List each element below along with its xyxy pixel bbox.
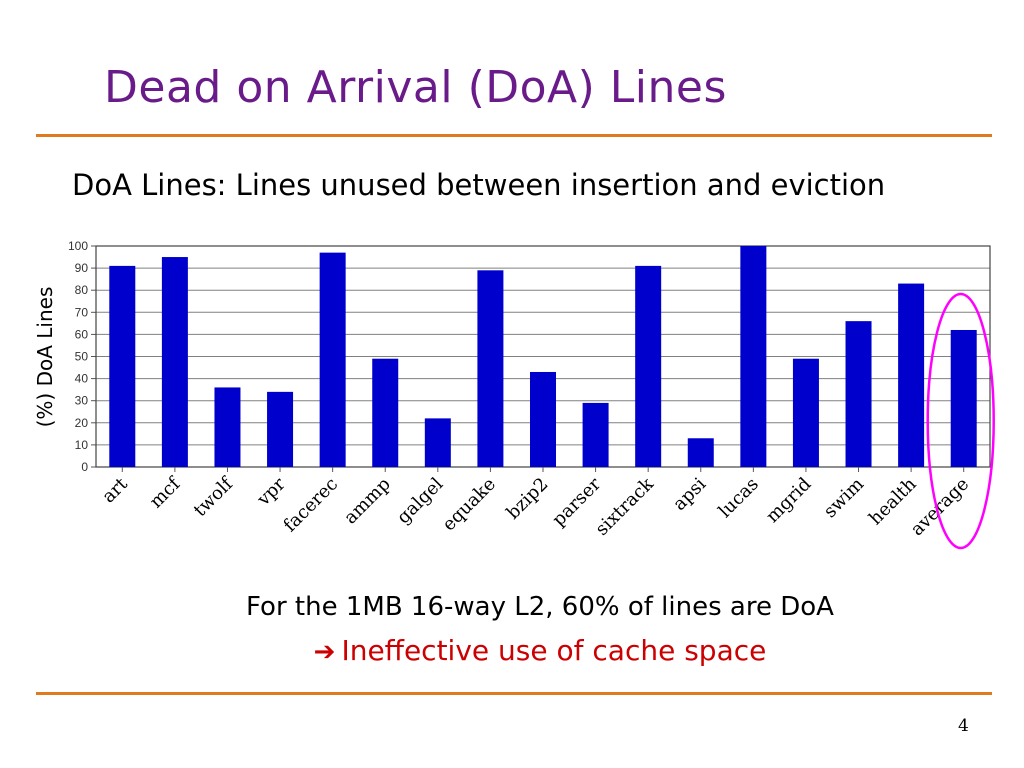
y-tick-label: 60 [75,327,89,341]
y-tick-label: 10 [75,438,89,452]
x-tick-label-mgrid: mgrid [762,474,815,527]
x-tick-label-facerec: facerec [280,474,343,537]
y-tick-label: 50 [75,350,89,364]
x-tick-label-twolf: twolf [190,473,238,521]
x-tick-label-average: average [907,474,974,541]
x-tick-label-swim: swim [820,474,868,522]
y-tick-label: 40 [75,372,89,386]
bar-bzip2 [530,371,556,467]
bottom-divider [36,692,992,695]
y-tick-label: 0 [81,460,88,474]
bar-health [898,283,925,467]
x-tick-label-ammp: ammp [340,474,395,529]
bar-art [109,265,136,467]
y-tick-label: 100 [68,239,88,253]
bar-equake [477,270,504,467]
bar-facerec [319,252,346,467]
x-tick-label-mcf: mcf [146,473,186,513]
x-tick-label-sixtrack: sixtrack [591,473,658,540]
x-tick-label-equake: equake [438,474,500,536]
bar-lucas [740,246,767,467]
x-tick-label-lucas: lucas [715,474,763,522]
bar-mgrid [792,358,819,467]
doa-bar-chart: 0 10 20 30 40 50 60 70 80 90 100 art mcf twolf vprface… [33,239,995,550]
bar-mcf [161,257,188,467]
y-tick-label: 90 [75,261,89,275]
bar-average [950,329,977,467]
x-tick-label-art: art [98,473,132,507]
x-tick-label-bzip2: bzip2 [503,474,553,524]
bar-vpr [267,391,294,467]
bar-galgel [424,418,451,467]
bar-sixtrack [635,265,662,467]
note-line-2: ➔ Ineffective use of cache space [0,634,1024,667]
bar-swim [845,321,872,467]
x-tick-label-vpr: vpr [253,473,290,510]
y-tick-label: 30 [75,394,89,408]
y-tick-label: 20 [75,416,89,430]
y-tick-label: 80 [75,283,89,297]
note-line-1: For the 1MB 16-way L2, 60% of lines are … [246,592,834,622]
bar-ammp [372,358,399,467]
top-divider [36,134,992,137]
bar-apsi [687,438,714,467]
y-tick-label: 70 [75,305,89,319]
bar-twolf [214,387,241,467]
y-axis-label: (%) DoA Lines [33,287,57,428]
right-arrow-icon: ➔ [313,637,336,667]
x-tick-label-apsi: apsi [669,474,710,515]
note-line-2-text: Ineffective use of cache space [341,634,767,667]
bar-parser [582,402,609,467]
highlight-ellipse [926,292,995,550]
slide-subtitle: DoA Lines: Lines unused between insertio… [72,168,886,202]
page-number: 4 [958,716,969,736]
slide-title: Dead on Arrival (DoA) Lines [104,62,727,113]
